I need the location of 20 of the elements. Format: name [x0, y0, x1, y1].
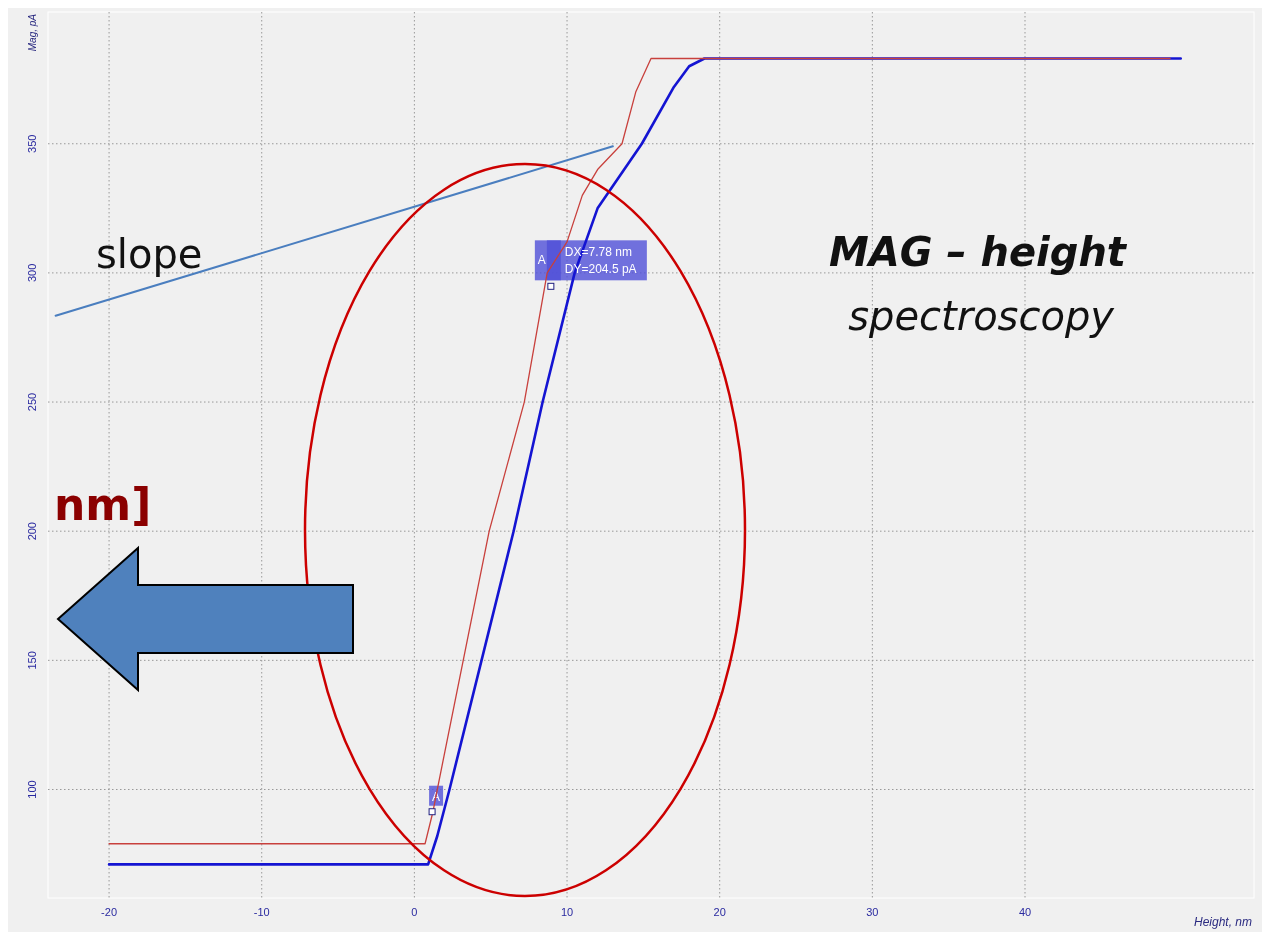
annotation: spectroscopy [848, 293, 1116, 339]
y-axis-title: Mag, pA [27, 13, 38, 52]
annotation: A [537, 253, 546, 268]
x-axis-title: Height, nm [1193, 915, 1252, 929]
annotation: nm] [54, 479, 152, 530]
y-tick-label: 100 [26, 780, 38, 799]
y-tick-label: 200 [26, 522, 38, 541]
y-tick-label: 250 [26, 392, 38, 412]
x-tick-label: 10 [560, 906, 574, 918]
y-tick-label: 300 [26, 263, 38, 283]
x-tick-label: 20 [713, 906, 726, 918]
x-tick-label: -20 [101, 906, 118, 918]
y-tick-label: 150 [26, 651, 38, 670]
annotation: slope [96, 231, 203, 277]
y-tick-label: 350 [26, 134, 38, 153]
annotation: MAG – height [829, 229, 1128, 275]
x-tick-label: -10 [253, 906, 270, 918]
x-tick-label: 0 [411, 906, 418, 918]
x-tick-label: 40 [1018, 906, 1032, 918]
x-tick-label: 30 [866, 906, 879, 918]
